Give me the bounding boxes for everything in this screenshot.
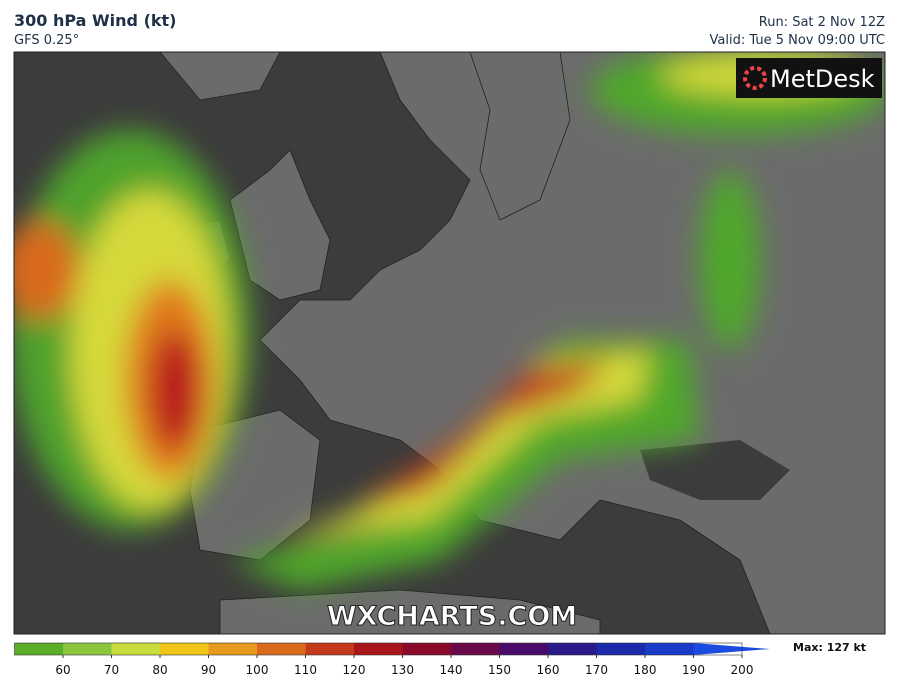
logo-box [736, 58, 882, 98]
colorbar-tick-label: 140 [440, 663, 463, 677]
colorbar-segment [645, 643, 694, 655]
colorbar-segment [208, 643, 258, 655]
logo-icon [743, 66, 767, 90]
map-frame [13, 51, 886, 635]
colorbar: 60 70 80 90 100 110 120 130 140 150 160 170 180 190 20… [14, 642, 770, 677]
colorbar-tick-label: 160 [537, 663, 560, 677]
colorbar-segment [14, 643, 64, 655]
colorbar-tick-label: 200 [731, 663, 754, 677]
colorbar-tick-label: 60 [55, 663, 70, 677]
colorbar-tick-label: 150 [488, 663, 511, 677]
run-time: Run: Sat 2 Nov 12Z [759, 15, 885, 30]
colorbar-tick-label: 130 [391, 663, 414, 677]
valid-time: Valid: Tue 5 Nov 09:00 UTC [710, 33, 885, 48]
subtitle: GFS 0.25° [14, 33, 79, 48]
map [14, 52, 885, 634]
colorbar-segment [160, 643, 209, 655]
title: 300 hPa Wind (kt) [14, 11, 176, 30]
watermark: WXCHARTS.COM [327, 601, 577, 632]
colorbar-segment [548, 643, 597, 655]
colorbar-segment [354, 643, 403, 655]
colorbar-tick-label: 170 [585, 663, 608, 677]
colorbar-segment [111, 643, 161, 655]
colorbar-tick-label: 80 [152, 663, 167, 677]
colorbar-arrow [693, 643, 770, 655]
colorbar-segment [63, 643, 112, 655]
wind-field [14, 52, 885, 590]
colorbar-tick-label: 90 [201, 663, 216, 677]
logo-text: MetDesk [770, 65, 875, 93]
colorbar-segment [596, 643, 646, 655]
colorbar-segment [499, 643, 549, 655]
colorbar-tick-label: 70 [104, 663, 119, 677]
colorbar-tick-label: 180 [634, 663, 657, 677]
colorbar-tick-label: 110 [294, 663, 317, 677]
colorbar-segment [451, 643, 500, 655]
colorbar-segment [257, 643, 306, 655]
colorbar-segment [402, 643, 452, 655]
colorbar-frame [14, 642, 743, 656]
colorbar-tick-label: 120 [343, 663, 366, 677]
colorbar-segment [305, 643, 355, 655]
black-sea [640, 440, 790, 500]
max-label: Max: 127 kt [793, 641, 866, 654]
colorbar-tick-label: 100 [246, 663, 269, 677]
colorbar-tick-label: 190 [682, 663, 705, 677]
